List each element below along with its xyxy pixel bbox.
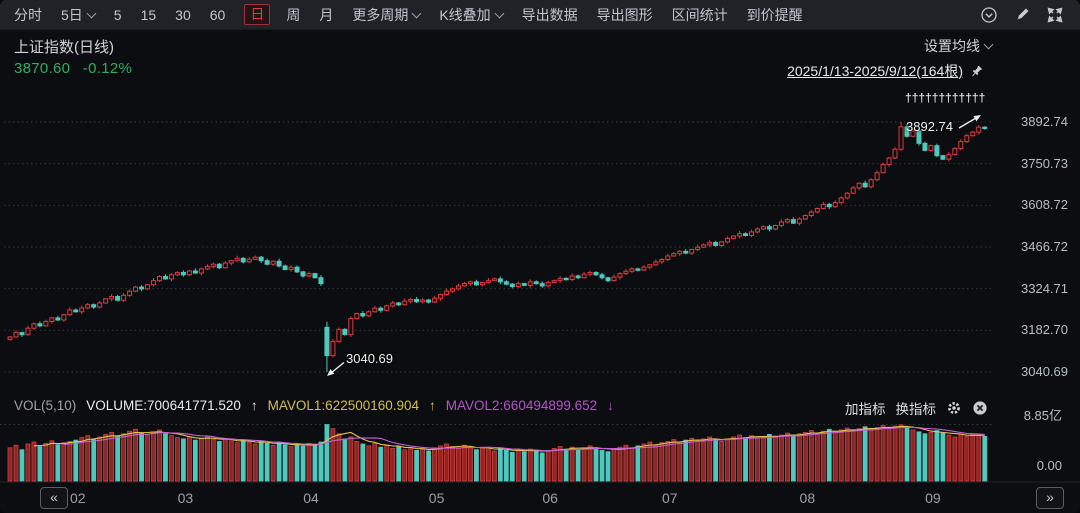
toolbar-item-更多周期[interactable]: 更多周期	[352, 5, 422, 25]
event-pin-icon[interactable]: †	[938, 91, 946, 105]
toolbar-item-日[interactable]: 日	[244, 4, 271, 25]
time-axis-label-02: 02	[69, 490, 86, 506]
time-axis-label-05: 05	[428, 490, 445, 506]
fullscreen-icon[interactable]	[1046, 6, 1064, 24]
volume-axis-max: 8.85亿	[1023, 408, 1062, 423]
toolbar-item-K线叠加[interactable]: K线叠加	[439, 5, 505, 25]
price-axis-label: 3892.74	[1021, 114, 1068, 129]
time-axis-label-08: 08	[799, 490, 816, 506]
toolbar-item-15[interactable]: 15	[140, 6, 157, 23]
event-pin-icon[interactable]: †	[925, 91, 932, 105]
interval-low-annotation: 3040.69	[346, 351, 393, 366]
toolbar-item-周[interactable]: 周	[286, 6, 301, 23]
toolbar-item-分时[interactable]: 分时	[14, 6, 42, 23]
last-price: 3870.60	[14, 60, 71, 77]
period-toolbar: 分时 5日 5 15 30 60 日周 月 更多周期 K线叠加 导出数据 导出图形 区间统计 到价提醒	[0, 0, 1080, 30]
price-axis-label: 3324.71	[1021, 280, 1068, 296]
volume-pane-tools: 加指标 换指标	[845, 398, 988, 418]
volume-axis-min: 0.00	[1036, 458, 1062, 473]
volume-up-arrow-icon: ↑	[250, 398, 258, 413]
price-axis-label: 3182.70	[1021, 322, 1068, 338]
pin-icon[interactable]	[969, 64, 984, 79]
last-price-and-change: 3870.60 -0.12%	[14, 60, 132, 77]
event-pin-icon[interactable]: †	[905, 91, 912, 105]
toolbar-item-30[interactable]: 30	[175, 6, 191, 23]
add-indicator-button[interactable]: 加指标	[845, 402, 886, 417]
vol-indicator-name[interactable]: VOL(5,10)	[14, 398, 77, 413]
event-pin-icon[interactable]: †	[978, 91, 986, 105]
price-axis-label: 3040.69	[1021, 364, 1068, 379]
price-axis-label: 3750.73	[1021, 155, 1068, 171]
mavol2-down-arrow-icon: ↓	[607, 398, 614, 413]
ma-settings-label: 设置均线	[924, 38, 980, 54]
brush-icon[interactable]	[1013, 6, 1031, 24]
event-pin-icon[interactable]: †	[918, 91, 926, 105]
scroll-right-button[interactable]: »	[1036, 487, 1064, 509]
price-axis-label: 3608.72	[1021, 197, 1068, 213]
time-axis-label-04: 04	[303, 490, 319, 506]
instrument-title: 上证指数(日线)	[14, 39, 114, 56]
toolbar-item-到价提醒[interactable]: 到价提醒	[746, 6, 803, 23]
gear-icon[interactable]	[946, 400, 962, 416]
mavol2-value: MAVOL2:660494899.652	[445, 398, 598, 413]
date-range-link[interactable]: 2025/1/13-2025/9/12(164根)	[787, 63, 963, 79]
event-pin-markers[interactable]: † † † † † † † † † † † †	[905, 91, 985, 105]
event-pin-icon[interactable]: †	[945, 91, 952, 105]
date-range-row: 2025/1/13-2025/9/12(164根)	[787, 61, 984, 81]
mavol1-value: MAVOL1:622500160.904	[267, 398, 420, 413]
interval-high-annotation: 3892.74	[906, 119, 953, 134]
switch-indicator-button[interactable]: 换指标	[895, 402, 937, 417]
ma-settings-button[interactable]: 设置均线	[924, 36, 994, 56]
scroll-left-button[interactable]: «	[40, 487, 68, 509]
volume-indicator-header: VOL(5,10) VOLUME:700641771.520 ↑ MAVOL1:…	[14, 398, 614, 413]
toolbar-right-icons	[980, 6, 1080, 24]
toolbar-item-5[interactable]: 5	[113, 6, 122, 23]
event-pin-icon[interactable]: †	[931, 91, 939, 105]
price-axis-label: 3466.72	[1021, 238, 1068, 254]
period-toolbar-items: 分时 5日 5 15 30 60 日周 月 更多周期 K线叠加 导出数据 导出图形 区间统计 到价提醒	[14, 4, 822, 25]
toolbar-item-导出数据[interactable]: 导出数据	[521, 6, 578, 23]
time-axis-label-07: 07	[662, 490, 678, 506]
time-axis-label-09: 09	[925, 490, 941, 506]
volume-value: VOLUME:700641771.520	[86, 398, 241, 413]
event-pin-icon[interactable]: †	[965, 91, 972, 105]
event-pin-icon[interactable]: †	[971, 91, 979, 105]
collapse-circle-icon[interactable]	[980, 6, 998, 24]
toolbar-item-5日[interactable]: 5日	[61, 5, 97, 25]
toolbar-item-区间统计[interactable]: 区间统计	[671, 6, 728, 23]
event-pin-icon[interactable]: †	[951, 91, 959, 105]
toolbar-item-60[interactable]: 60	[209, 6, 226, 23]
close-pane-icon[interactable]	[972, 400, 988, 416]
change-percent: -0.12%	[82, 60, 133, 77]
mavol1-up-arrow-icon: ↑	[429, 398, 436, 413]
event-pin-icon[interactable]: †	[911, 91, 919, 105]
toolbar-item-月[interactable]: 月	[319, 6, 334, 23]
toolbar-item-导出图形[interactable]: 导出图形	[596, 6, 653, 23]
time-axis-label-03: 03	[177, 490, 194, 506]
time-axis-label-06: 06	[542, 490, 558, 506]
event-pin-icon[interactable]: †	[958, 91, 966, 105]
